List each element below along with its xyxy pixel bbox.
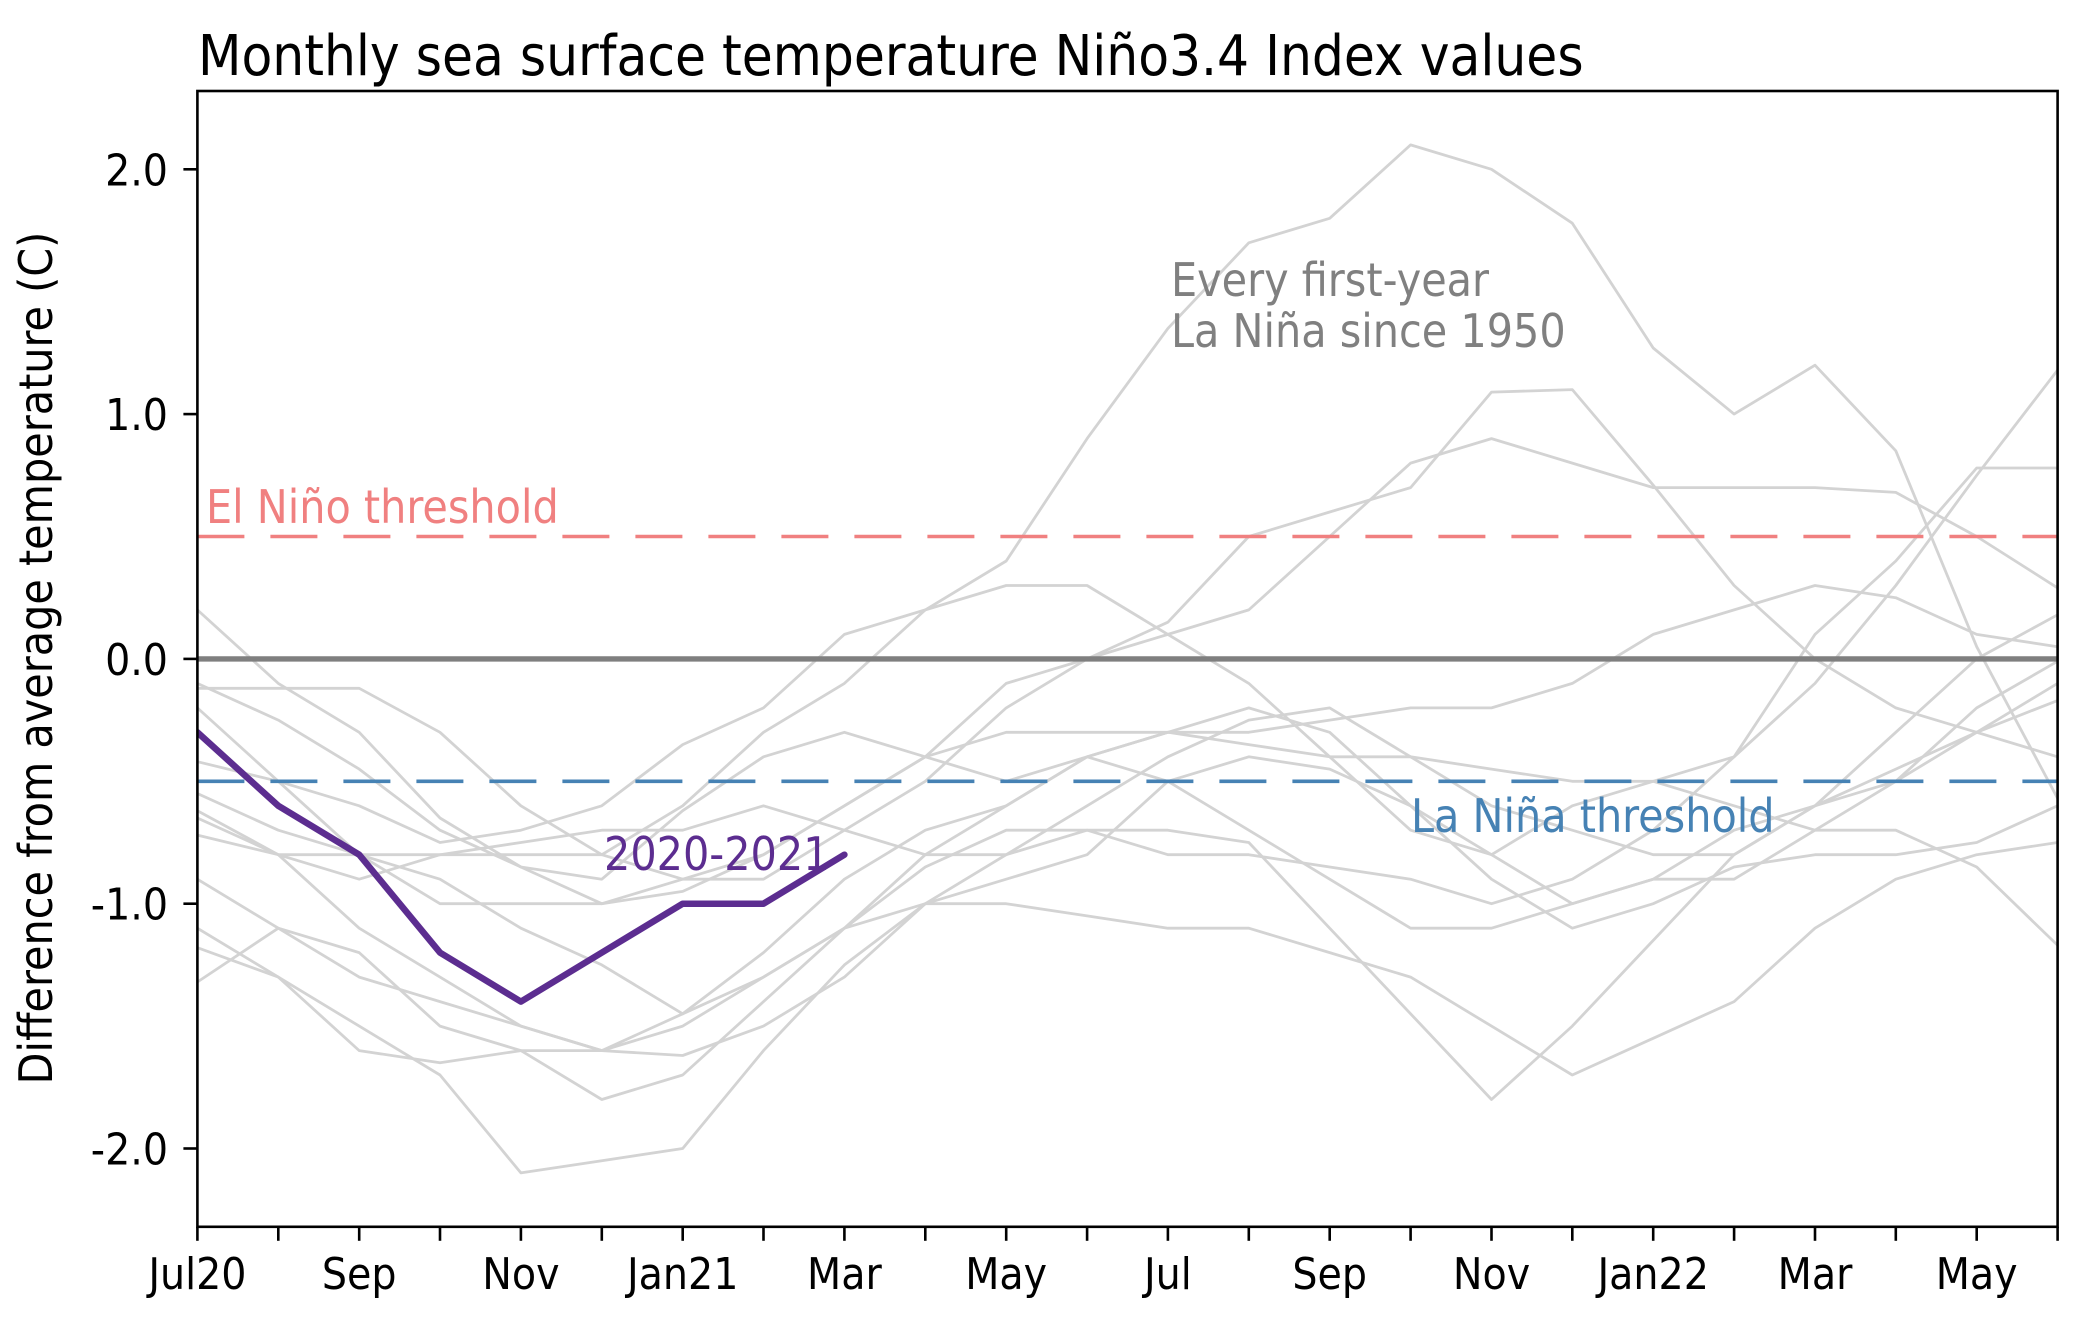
gray-line-2007-08 <box>197 613 2058 1057</box>
gray-series-label-line1: Every first-year <box>1171 253 1490 307</box>
axes-layer: Jul20 Sep Nov Jan21 Mar May Jul Sep Nov Jan22 Mar M… <box>91 89 2059 1300</box>
gray-line-1970-71 <box>197 466 2058 1016</box>
gray-line-1995-96 <box>197 368 2058 906</box>
x-tick-label-Jan22: Jan22 <box>1595 1249 1709 1300</box>
x-tick-label-Mar: Mar <box>807 1249 882 1300</box>
x-tick-label-Jan21: Jan21 <box>624 1249 738 1300</box>
x-tick-label-Nov: Nov <box>482 1249 559 1300</box>
y-tick-label-1.0: 1.0 <box>105 390 168 441</box>
x-tick-label-Jul: Jul <box>1141 1249 1192 1300</box>
gray-line-2016-17 <box>197 584 2058 906</box>
x-tick-label-Jul20: Jul20 <box>145 1249 246 1300</box>
x-tick-label-Sep: Sep <box>322 1249 397 1300</box>
gray-line-1988-89 <box>197 584 2058 1101</box>
x-tick-label-Mar: Mar <box>1778 1249 1853 1300</box>
gray-line-2005-06 <box>197 388 2058 881</box>
gray-line-1973-74 <box>197 755 2058 1175</box>
chart-title: Monthly sea surface temperature Niño3.4 … <box>198 24 1584 89</box>
x-tick-label-Nov: Nov <box>1453 1249 1530 1300</box>
x-tick-label-May: May <box>1936 1249 2018 1300</box>
highlight-line-2020-2021 <box>197 729 848 1005</box>
y-tick-label--1.0: -1.0 <box>91 880 168 931</box>
x-tick-label-May: May <box>965 1249 1047 1300</box>
el-nino-threshold-label: El Niño threshold <box>206 480 559 534</box>
highlight-series-label: 2020-2021 <box>604 827 830 881</box>
series-layer <box>197 143 2058 1175</box>
gray-line-2010-11 <box>197 682 2058 1065</box>
x-tick-label-Sep: Sep <box>1292 1249 1367 1300</box>
gray-line-1964-65 <box>197 143 2058 857</box>
gray-line-1998-99 <box>197 841 2058 1077</box>
y-axis-label: Difference from average temperature (C) <box>9 232 63 1085</box>
gray-series-label-line2: La Niña since 1950 <box>1171 304 1566 358</box>
y-tick-label-0.0: 0.0 <box>105 635 168 686</box>
la-nina-threshold-label: La Niña threshold <box>1411 789 1775 843</box>
gray-line-2017-18 <box>197 437 2058 906</box>
y-tick-label-2.0: 2.0 <box>105 145 168 196</box>
y-tick-label--2.0: -2.0 <box>91 1125 168 1176</box>
